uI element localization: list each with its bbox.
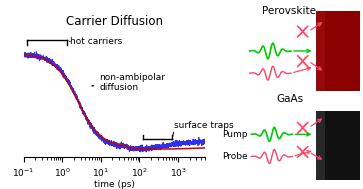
Bar	[316, 111, 325, 180]
Text: GaAs: GaAs	[276, 94, 303, 105]
Text: Perovskite: Perovskite	[262, 6, 317, 16]
Text: Pump: Pump	[222, 130, 247, 139]
Bar	[316, 11, 360, 91]
Title: Carrier Diffusion: Carrier Diffusion	[66, 15, 163, 28]
Bar	[316, 111, 360, 180]
Text: non-ambipolar
diffusion: non-ambipolar diffusion	[92, 73, 165, 92]
Text: surface traps: surface traps	[174, 121, 234, 129]
X-axis label: time (ps): time (ps)	[94, 180, 135, 189]
Text: hot carriers: hot carriers	[70, 37, 122, 46]
Text: Probe: Probe	[222, 152, 248, 161]
Bar	[316, 11, 325, 91]
